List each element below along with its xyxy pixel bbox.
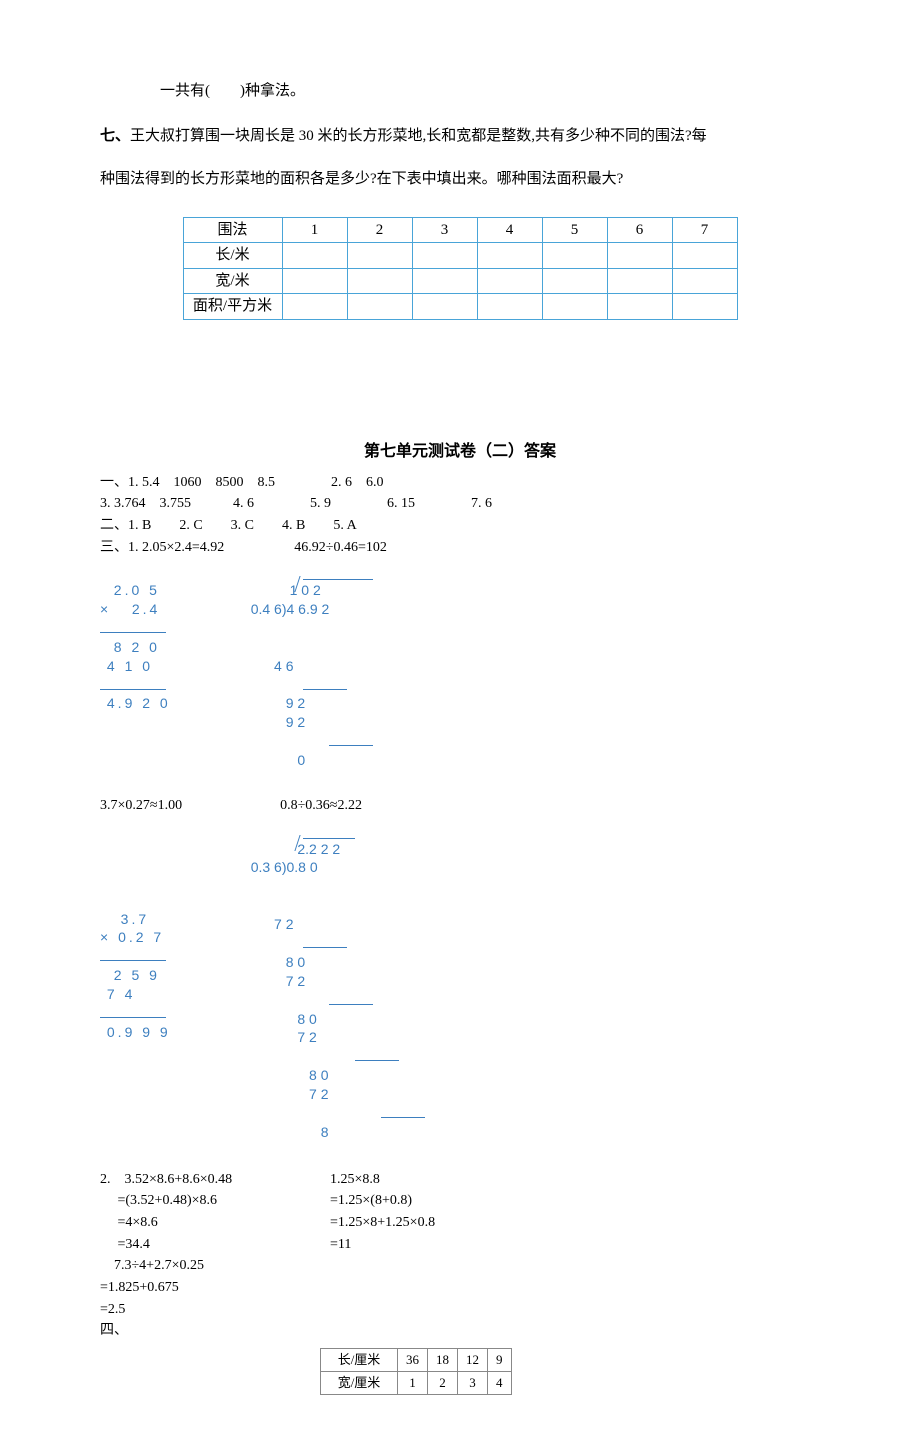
- calc-pair-2: 3.7 × 0.2 7 2 5 9 7 4 0.9 9 9 2.2 2 2 0.…: [100, 821, 820, 1161]
- mid-line: 3.7×0.27≈1.00 0.8÷0.36≈2.22: [100, 795, 820, 817]
- q6-tail-text: 一共有( )种拿法。: [160, 83, 305, 99]
- calc-line: 8 2 0: [100, 639, 160, 655]
- table-row: 面积/平方米: [183, 294, 737, 320]
- simp-line: =4×8.6: [100, 1212, 330, 1234]
- table-row: 宽/米: [183, 268, 737, 294]
- calc-line: 4 6: [251, 658, 294, 674]
- simp-line: =(3.52+0.48)×8.6: [100, 1190, 330, 1212]
- q7: 七、王大叔打算围一块周长是 30 米的长方形菜地,长和宽都是整数,共有多少种不同…: [100, 117, 820, 156]
- cell: 12: [458, 1349, 488, 1372]
- mult-calc-1: 2.0 5 × 2.4 8 2 0 4 1 0 4.9 2 0: [100, 562, 171, 732]
- calc-line: 8 0: [251, 954, 305, 970]
- calc-line: 9 2: [251, 695, 305, 711]
- answers-block: 一、1. 5.4 1060 8500 8.5 2. 6 6.0 3. 3.764…: [100, 472, 820, 1396]
- cell: 9: [488, 1349, 512, 1372]
- row-head: 围法: [183, 217, 282, 243]
- div-calc-2: 2.2 2 2 0.3 6)0.8 0 7 2 8 0 7 2 8 0 7 2 …: [251, 821, 425, 1161]
- cell: 4: [488, 1372, 512, 1395]
- row-head: 面积/平方米: [183, 294, 282, 320]
- ans-line: 3. 3.764 3.755 4. 6 5. 9 6. 15 7. 6: [100, 493, 820, 515]
- calc-line: 8: [251, 1124, 329, 1140]
- calc-line: 4.9 2 0: [100, 695, 171, 711]
- calc-line: 7 2: [251, 916, 294, 932]
- calc-line: × 2.4: [100, 601, 160, 617]
- ans-line: 三、1. 2.05×2.4=4.92 46.92÷0.46=102: [100, 537, 820, 559]
- simplify-col2: 1.25×8.8 =1.25×(8+0.8) =1.25×8+1.25×0.8 …: [330, 1169, 590, 1343]
- calc-line: 1 0 2: [251, 582, 321, 598]
- simp-line: 2. 3.52×8.6+8.6×0.48: [100, 1169, 330, 1191]
- cell: 1: [282, 217, 347, 243]
- cell: 3: [458, 1372, 488, 1395]
- cell: 6: [607, 217, 672, 243]
- blank-table: 围法 1 2 3 4 5 6 7 长/米 宽/米 面积/平方米: [183, 217, 738, 320]
- cell: 5: [542, 217, 607, 243]
- simp-line: 1.25×8.8: [330, 1169, 590, 1191]
- ans-line: 一、1. 5.4 1060 8500 8.5 2. 6 6.0: [100, 472, 820, 494]
- calc-line: 2.0 5: [100, 582, 160, 598]
- table-row: 长/米: [183, 243, 737, 269]
- cell: 2: [347, 217, 412, 243]
- calc-line: × 0.2 7: [100, 929, 164, 945]
- q7-text2: 种围法得到的长方形菜地的面积各是多少?在下表中填出来。哪种围法面积最大?: [100, 171, 623, 187]
- row-head: 长/米: [183, 243, 282, 269]
- calc-line: 7 2: [251, 1029, 317, 1045]
- row-head: 宽/米: [183, 268, 282, 294]
- cell: 2: [428, 1372, 458, 1395]
- simp-line: =34.4: [100, 1234, 330, 1256]
- small-table: 长/厘米 36 18 12 9 宽/厘米 1 2 3 4: [320, 1348, 512, 1395]
- q7-line2: 种围法得到的长方形菜地的面积各是多少?在下表中填出来。哪种围法面积最大?: [100, 160, 820, 199]
- calc-line: 8 0: [251, 1011, 317, 1027]
- cell: 1: [398, 1372, 428, 1395]
- calc-line: 8 0: [251, 1067, 329, 1083]
- simplify-row: 2. 3.52×8.6+8.6×0.48 =(3.52+0.48)×8.6 =4…: [100, 1169, 820, 1343]
- cell: 7: [672, 217, 737, 243]
- calc-line: 0: [251, 752, 305, 768]
- cell: 3: [412, 217, 477, 243]
- calc-line: 0.4 6)4 6.9 2: [251, 600, 330, 619]
- calc-line: 0.9 9 9: [100, 1024, 171, 1040]
- div-calc-1: 1 0 2 0.4 6)4 6.9 2 4 6 9 2 9 2 0: [251, 562, 373, 789]
- calc-line: 0.3 6)0.8 0: [251, 859, 318, 875]
- simplify-col1: 2. 3.52×8.6+8.6×0.48 =(3.52+0.48)×8.6 =4…: [100, 1169, 330, 1343]
- simp-line: =1.25×8+1.25×0.8: [330, 1212, 590, 1234]
- table-row: 宽/厘米 1 2 3 4: [321, 1372, 512, 1395]
- cell: 长/厘米: [321, 1349, 398, 1372]
- cell: 宽/厘米: [321, 1372, 398, 1395]
- cell: 36: [398, 1349, 428, 1372]
- q7-label: 七、: [100, 128, 130, 144]
- table-row: 长/厘米 36 18 12 9: [321, 1349, 512, 1372]
- q6-tail: 一共有( )种拿法。: [100, 80, 820, 103]
- simp-line: =11: [330, 1234, 590, 1256]
- calc-pair-1: 2.0 5 × 2.4 8 2 0 4 1 0 4.9 2 0 1 0 2 0.…: [100, 562, 820, 789]
- simp-line: 7.3÷4+2.7×0.25: [100, 1255, 330, 1277]
- ans-line: 二、1. B 2. C 3. C 4. B 5. A: [100, 515, 820, 537]
- calc-line: 7 2: [251, 973, 305, 989]
- calc-line: 7 4: [100, 986, 135, 1002]
- calc-line: 7 2: [251, 1086, 329, 1102]
- mult-calc-2: 3.7 × 0.2 7 2 5 9 7 4 0.9 9 9: [100, 821, 171, 1061]
- answers-title: 第七单元测试卷（二）答案: [100, 440, 820, 464]
- cell: 18: [428, 1349, 458, 1372]
- table-row: 围法 1 2 3 4 5 6 7: [183, 217, 737, 243]
- simp-line: =2.5: [100, 1299, 330, 1321]
- simp-line: =1.825+0.675: [100, 1277, 330, 1299]
- q7-text1: 王大叔打算围一块周长是 30 米的长方形菜地,长和宽都是整数,共有多少种不同的围…: [130, 128, 707, 144]
- cell: 4: [477, 217, 542, 243]
- simp-line: =1.25×(8+0.8): [330, 1190, 590, 1212]
- calc-line: 4 1 0: [100, 658, 153, 674]
- calc-line: 2 5 9: [100, 967, 160, 983]
- calc-line: 3.7: [100, 911, 149, 927]
- calc-line: 9 2: [251, 714, 305, 730]
- simp-line: 四、: [100, 1320, 330, 1342]
